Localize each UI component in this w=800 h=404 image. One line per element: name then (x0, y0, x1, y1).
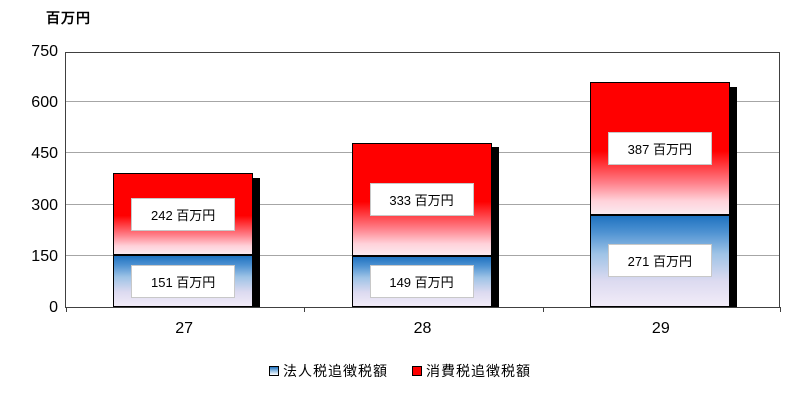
legend: 法人税追徴税額 消費税追徴税額 (0, 361, 800, 381)
bar-data-label: 149 百万円 (369, 265, 474, 299)
legend-label: 消費税追徴税額 (426, 363, 531, 379)
gridline (66, 101, 779, 103)
bar-data-label: 242 百万円 (131, 197, 236, 231)
bar-data-label: 333 百万円 (369, 182, 474, 216)
x-axis-category-label: 29 (651, 320, 670, 337)
x-axis-tick (542, 307, 544, 312)
bar-shadow (491, 147, 499, 307)
bar-segment-消費税追徴税額-29: 387 百万円 (589, 82, 730, 215)
y-axis-tick-label: 150 (31, 247, 58, 265)
x-axis-category-label: 27 (175, 320, 194, 337)
bar-segment-法人税追徴税額-28: 149 百万円 (351, 256, 492, 307)
bar-segment-消費税追徴税額-27: 242 百万円 (113, 172, 254, 256)
bar-shadow (729, 87, 737, 307)
y-axis-tick-label: 300 (31, 196, 58, 214)
legend-swatch-icon (269, 366, 279, 376)
bar-data-label: 387 百万円 (607, 131, 712, 165)
bar-segment-法人税追徴税額-27: 151 百万円 (113, 255, 254, 307)
legend-label: 法人税追徴税額 (283, 363, 388, 379)
bar-data-label: 271 百万円 (607, 244, 712, 278)
x-axis-category-label: 28 (413, 320, 432, 337)
bar-segment-法人税追徴税額-29: 271 百万円 (589, 214, 730, 307)
x-axis-tick (780, 307, 781, 312)
y-axis-tick-label: 600 (31, 94, 58, 112)
bar-shadow (253, 177, 261, 307)
y-axis-tick-label: 450 (31, 145, 58, 163)
legend-item: 消費税追徴税額 (412, 361, 531, 381)
y-axis-tick-label: 750 (31, 43, 58, 60)
legend-item: 法人税追徴税額 (269, 361, 388, 381)
legend-swatch-icon (412, 366, 422, 376)
bar-segment-消費税追徴税額-28: 333 百万円 (351, 142, 492, 257)
x-axis-tick (304, 307, 306, 312)
plot-area: 151 百万円 242 百万円 149 百万円 333 百万円 271 百万円 387 百… (65, 52, 781, 312)
y-axis-unit-label: 百万円 (46, 10, 91, 26)
y-axis-tick-label: 0 (49, 299, 58, 316)
x-axis-tick (66, 307, 67, 312)
bar-data-label: 151 百万円 (131, 264, 236, 298)
